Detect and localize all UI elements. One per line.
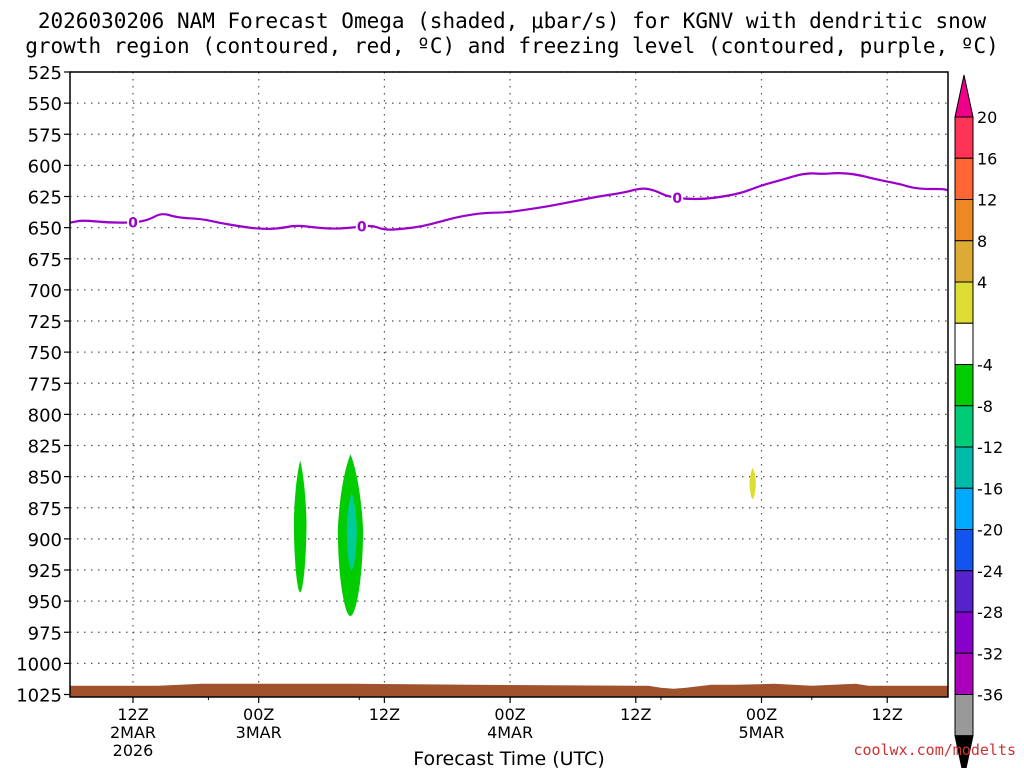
omega-blob xyxy=(346,492,357,570)
freezing-level-contour: 0 0 0 xyxy=(68,172,949,235)
colorbar-label: -32 xyxy=(977,644,1003,663)
omega-blob xyxy=(749,467,756,500)
colorbar-label: -28 xyxy=(977,603,1003,622)
colorbar-segment xyxy=(954,199,974,242)
contour-label-bg xyxy=(127,214,139,231)
colorbar-label: -4 xyxy=(977,356,993,375)
contour-label: 0 xyxy=(672,191,682,207)
contour-label: 0 xyxy=(128,216,138,232)
y-axis-ticks: 525 550 575 600 625 650 675 700 725 750 775 800 825 8… xyxy=(16,63,70,707)
grid-lines xyxy=(70,71,948,697)
colorbar-label: -36 xyxy=(977,686,1003,705)
y-tick-label: 575 xyxy=(28,125,62,146)
colorbar-label: 12 xyxy=(977,191,997,210)
y-tick-label: 925 xyxy=(28,561,62,582)
colorbar-label: -24 xyxy=(977,562,1003,581)
colorbar-label: -20 xyxy=(977,521,1003,540)
terrain-fill xyxy=(70,683,948,697)
y-tick-label: 775 xyxy=(28,374,62,395)
colorbar-top-arrow xyxy=(954,74,974,118)
y-tick-label: 625 xyxy=(28,188,62,209)
omega-blob xyxy=(293,460,307,593)
x-tick-label: 12Z xyxy=(117,705,148,724)
y-tick-label: 1000 xyxy=(16,654,62,675)
y-tick-label: 800 xyxy=(28,405,62,426)
colorbar-label: 8 xyxy=(977,232,987,251)
x-tick-label: 2MAR xyxy=(110,723,156,742)
y-tick-label: 600 xyxy=(28,156,62,177)
colorbar-segment xyxy=(954,116,974,159)
colorbar-segment xyxy=(954,487,974,530)
y-tick-label: 825 xyxy=(28,437,62,458)
y-tick-label: 850 xyxy=(28,468,62,489)
colorbar-segment xyxy=(954,611,974,654)
y-tick-label: 950 xyxy=(28,592,62,613)
x-tick-label: 5MAR xyxy=(738,723,784,742)
colorbar-segment xyxy=(954,240,974,283)
colorbar-segment xyxy=(954,157,974,200)
colorbar-label: -12 xyxy=(977,438,1003,457)
y-tick-label: 725 xyxy=(28,312,62,333)
colorbar-label: 16 xyxy=(977,149,997,168)
x-tick-label: 2026 xyxy=(113,741,154,760)
y-tick-label: 675 xyxy=(28,250,62,271)
y-tick-label: 875 xyxy=(28,499,62,520)
x-tick-label: 00Z xyxy=(746,705,777,724)
x-tick-label: 00Z xyxy=(494,705,525,724)
plot-frame xyxy=(69,71,949,698)
x-axis-title: Forecast Time (UTC) xyxy=(413,748,604,768)
y-tick-label: 650 xyxy=(28,219,62,240)
colorbar-segment xyxy=(954,405,974,448)
omega-colorbar: 20 16 12 8 4 -4 -8 -12 -16 -20 -24 -28 -32 -36 xyxy=(954,74,1003,768)
terrain-area xyxy=(70,683,948,697)
colorbar-label: 4 xyxy=(977,273,987,292)
contour-label-bg xyxy=(355,218,368,235)
x-tick-label: 12Z xyxy=(872,705,903,724)
x-tick-label: 4MAR xyxy=(487,723,533,742)
y-tick-label: 975 xyxy=(28,623,62,644)
colorbar-bottom-arrow xyxy=(954,735,974,768)
colorbar-segment xyxy=(954,281,974,324)
colorbar-segment xyxy=(954,694,974,737)
contour-label-bg xyxy=(671,189,684,206)
colorbar-label: -16 xyxy=(977,479,1003,498)
omega-shading xyxy=(293,454,756,617)
x-tick-label: 12Z xyxy=(369,705,400,724)
y-tick-label: 525 xyxy=(28,63,62,84)
x-tick-label: 12Z xyxy=(620,705,651,724)
credit-text: coolwx.com/modelts xyxy=(853,741,1016,759)
x-tick-label: 3MAR xyxy=(236,723,282,742)
y-tick-label: 700 xyxy=(28,281,62,302)
colorbar-segment xyxy=(954,570,974,613)
y-tick-label: 900 xyxy=(28,530,62,551)
freezing-level-line xyxy=(68,172,949,231)
y-tick-label: 550 xyxy=(28,94,62,115)
colorbar-label: 20 xyxy=(977,108,997,127)
y-tick-label: 1025 xyxy=(16,686,62,707)
colorbar-label: -8 xyxy=(977,397,993,416)
colorbar-segment xyxy=(954,446,974,489)
colorbar-segment xyxy=(954,322,974,365)
x-tick-label: 00Z xyxy=(243,705,274,724)
colorbar-segment xyxy=(954,364,974,407)
colorbar-segment xyxy=(954,529,974,572)
y-tick-label: 750 xyxy=(28,343,62,364)
chart-title-line-1: 2026030206 NAM Forecast Omega (shaded, μ… xyxy=(37,9,987,33)
colorbar-segment xyxy=(954,652,974,695)
chart-title-line-2: growth region (contoured, red, ºC) and f… xyxy=(25,34,999,58)
contour-label: 0 xyxy=(357,219,367,235)
